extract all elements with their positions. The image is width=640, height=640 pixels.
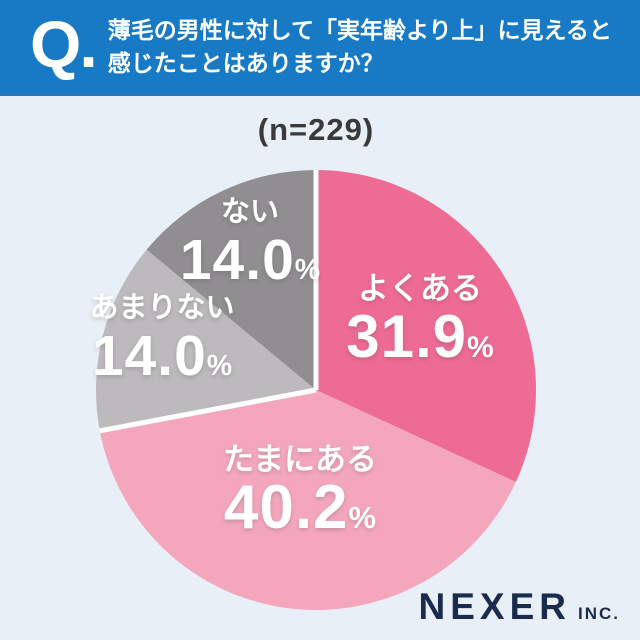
pie-slice-yoku-aru <box>316 170 536 483</box>
slice-divider <box>99 387 317 434</box>
slice-name: たまにある <box>222 442 378 477</box>
q-mark: Q. <box>30 7 98 81</box>
question-line-1: 薄毛の男性に対して「実年齢より上」に見えると <box>107 17 612 43</box>
slice-name: ない <box>220 196 280 228</box>
question-text: 薄毛の男性に対して「実年齢より上」に見えると 感じたことはありますか？ <box>108 14 612 80</box>
slice-value: 31.9% <box>346 303 494 370</box>
slice-label-nai: ない 14.0% <box>180 194 320 300</box>
question-header: Q. 薄毛の男性に対して「実年齢より上」に見えると 感じたことはありますか？ <box>0 0 640 96</box>
slice-label-tamani-aru: たまにある 40.2% <box>223 442 377 548</box>
pie-slice-amari-nai <box>96 249 316 431</box>
question-line-2: 感じたことはありますか？ <box>107 50 384 76</box>
slice-label-yoku-aru: よくある 31.9% <box>346 271 493 378</box>
slice-value: 14.0% <box>91 324 233 388</box>
brand-logo: NEXER INC. <box>419 588 620 625</box>
slice-value: 40.2% <box>223 473 377 542</box>
pie-slice-tamani-aru <box>99 390 516 610</box>
slice-name: あまりない <box>89 292 235 324</box>
brand-suffix: INC. <box>578 604 620 623</box>
slice-name: よくある <box>358 271 482 306</box>
slice-label-amari-nai: あまりない 14.0% <box>89 290 234 396</box>
sample-size-label: (n=229) <box>257 112 375 147</box>
slice-value: 14.0% <box>179 228 321 292</box>
percent-sign: % <box>467 331 494 364</box>
pie-slice-nai <box>146 170 316 390</box>
percent-sign: % <box>348 500 377 535</box>
percent-sign: % <box>206 350 233 382</box>
brand-name: NEXER <box>418 586 571 627</box>
pie-chart <box>96 170 536 610</box>
percent-sign: % <box>294 254 321 286</box>
